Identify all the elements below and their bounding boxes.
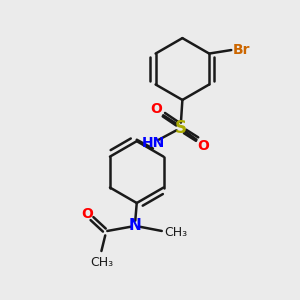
Text: O: O bbox=[198, 139, 209, 153]
Text: S: S bbox=[175, 119, 187, 137]
Text: Br: Br bbox=[233, 43, 250, 57]
Text: CH₃: CH₃ bbox=[90, 256, 113, 269]
Text: HN: HN bbox=[141, 136, 165, 150]
Text: O: O bbox=[81, 207, 93, 221]
Text: O: O bbox=[150, 102, 162, 116]
Text: CH₃: CH₃ bbox=[165, 226, 188, 239]
Text: N: N bbox=[129, 218, 142, 232]
